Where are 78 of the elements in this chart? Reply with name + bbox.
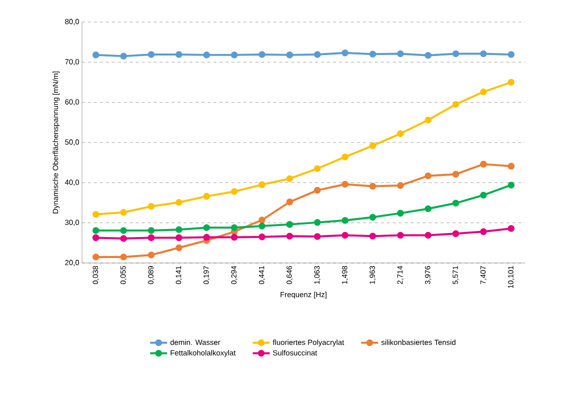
point (176, 51, 182, 58)
point (508, 162, 515, 170)
point (120, 209, 127, 216)
point (258, 216, 266, 224)
point (314, 51, 321, 58)
point (230, 52, 238, 58)
point (286, 198, 294, 206)
point (452, 230, 460, 238)
point (120, 227, 127, 234)
point (424, 116, 432, 124)
point (203, 234, 210, 241)
point (120, 254, 127, 260)
point (452, 50, 460, 58)
point (369, 50, 376, 58)
point (508, 225, 515, 232)
point (258, 222, 266, 230)
point (148, 234, 155, 242)
point (120, 235, 127, 242)
point (120, 52, 127, 60)
point (148, 51, 155, 58)
point (286, 221, 294, 228)
point (397, 210, 404, 217)
point (369, 232, 376, 240)
point (480, 160, 487, 168)
point (148, 227, 155, 234)
point (230, 234, 238, 241)
point (424, 232, 432, 239)
point (92, 227, 100, 234)
point (92, 234, 100, 242)
point (508, 182, 515, 188)
point (203, 192, 210, 200)
point (480, 192, 487, 199)
point (480, 228, 487, 236)
point (176, 226, 182, 234)
point (508, 51, 515, 58)
point (508, 78, 515, 86)
point (424, 52, 432, 59)
point (258, 181, 266, 188)
point (92, 52, 100, 58)
point (203, 52, 210, 58)
point (397, 232, 404, 239)
point (369, 214, 376, 221)
point (286, 52, 294, 58)
point (342, 50, 348, 56)
point (342, 232, 348, 239)
point (286, 175, 294, 182)
point (176, 244, 182, 252)
point (452, 170, 460, 178)
point (314, 165, 321, 172)
point (397, 50, 404, 58)
point (342, 154, 348, 160)
point (230, 224, 238, 232)
point (314, 233, 321, 240)
point (258, 234, 266, 240)
point (92, 254, 100, 260)
point (424, 205, 432, 212)
point (369, 142, 376, 150)
point (230, 188, 238, 195)
point (480, 50, 487, 58)
point (92, 211, 100, 218)
point (286, 232, 294, 240)
point (397, 130, 404, 138)
point (480, 88, 487, 96)
point (176, 234, 182, 242)
point (369, 182, 376, 190)
point (258, 51, 266, 58)
point (342, 180, 348, 188)
point (452, 100, 460, 108)
point (314, 219, 321, 226)
point (397, 182, 404, 189)
point (148, 202, 155, 210)
point (314, 186, 321, 194)
point (452, 200, 460, 207)
point (424, 172, 432, 180)
point (176, 198, 182, 206)
point (148, 252, 155, 258)
point (203, 224, 210, 232)
point (342, 217, 348, 224)
